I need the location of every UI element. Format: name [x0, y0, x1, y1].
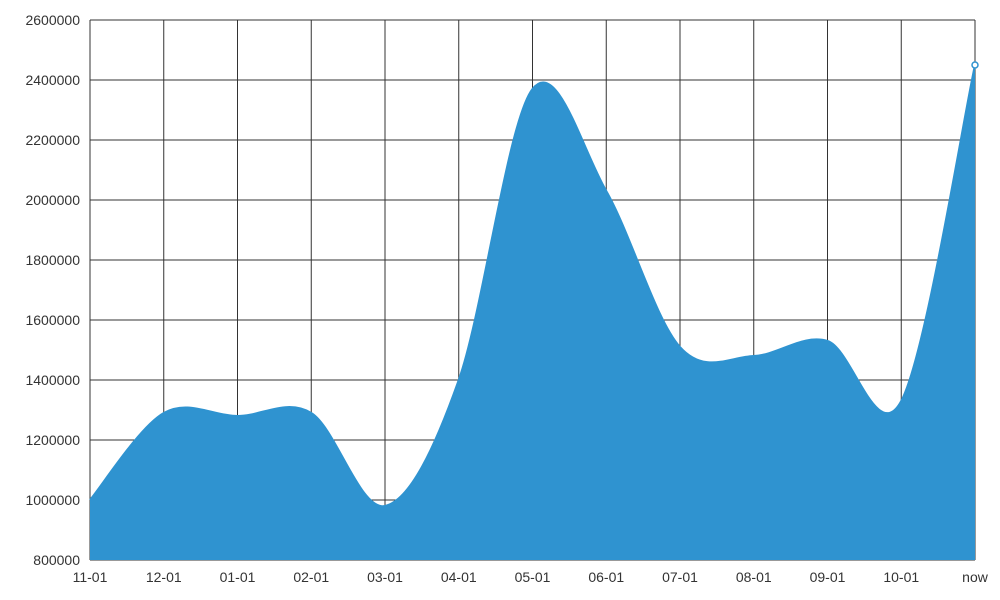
area-fill: [90, 65, 975, 560]
x-tick-label: 06-01: [588, 569, 624, 585]
x-tick-label: 03-01: [367, 569, 403, 585]
y-tick-label: 800000: [33, 552, 80, 568]
x-tick-label: 09-01: [810, 569, 846, 585]
x-tick-label: 02-01: [293, 569, 329, 585]
y-tick-label: 1400000: [25, 372, 80, 388]
x-tick-label: 10-01: [883, 569, 919, 585]
y-tick-label: 2400000: [25, 72, 80, 88]
x-tick-label: 01-01: [220, 569, 256, 585]
y-tick-label: 2200000: [25, 132, 80, 148]
x-tick-label: 08-01: [736, 569, 772, 585]
x-tick-label: 07-01: [662, 569, 698, 585]
area-chart: 800000 1000000 1200000 1400000 1600000 180000…: [0, 0, 1000, 600]
chart-svg: 800000 1000000 1200000 1400000 1600000 180000…: [0, 0, 1000, 600]
y-tick-label: 1000000: [25, 492, 80, 508]
x-tick-label: now: [962, 569, 989, 585]
y-tick-label: 2000000: [25, 192, 80, 208]
y-tick-label: 1600000: [25, 312, 80, 328]
x-tick-label: 04-01: [441, 569, 477, 585]
x-tick-label: 12-01: [146, 569, 182, 585]
end-marker: [972, 62, 978, 68]
x-tick-label: 11-01: [73, 569, 108, 585]
y-tick-label: 1800000: [25, 252, 80, 268]
y-tick-label: 1200000: [25, 432, 80, 448]
x-tick-label: 05-01: [515, 569, 551, 585]
y-tick-label: 2600000: [25, 12, 80, 28]
